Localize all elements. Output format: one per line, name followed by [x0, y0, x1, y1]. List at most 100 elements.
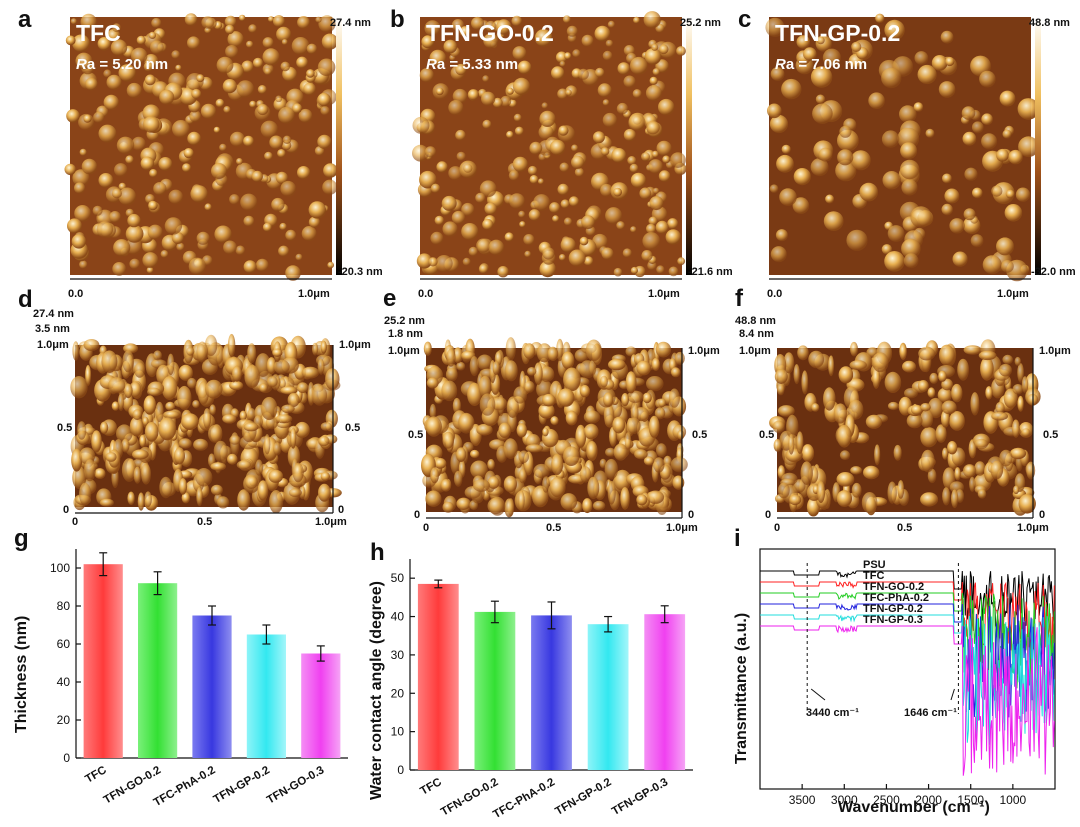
surface-bump	[536, 343, 553, 363]
afm-grain	[1017, 98, 1040, 120]
surface-bump	[487, 476, 500, 489]
afm-grain	[429, 49, 447, 67]
surface-bump	[627, 390, 644, 403]
afm-grain	[884, 251, 905, 272]
afm-grain	[448, 100, 464, 116]
afm-grain	[114, 163, 128, 177]
afm-grain	[611, 148, 627, 163]
surface-bump	[974, 461, 986, 476]
surface-bump	[999, 363, 1012, 377]
afm-grain	[251, 170, 263, 182]
surface-bump	[83, 339, 100, 351]
category-label: TFN-GP-0.3	[610, 776, 670, 818]
afm-grain	[151, 17, 162, 29]
surface-bump	[425, 416, 442, 437]
afm-grain	[482, 119, 492, 129]
afm-grains	[412, 11, 687, 278]
surface-bump	[318, 483, 331, 502]
afm-grain	[523, 234, 535, 246]
surface-bump	[542, 393, 556, 407]
afm-grain	[617, 62, 631, 75]
surface-bump	[255, 353, 271, 378]
afm-grain	[952, 251, 968, 267]
y-mid-label: 0.5	[408, 429, 423, 441]
afm-grain	[303, 82, 316, 96]
afm-grain	[643, 11, 661, 29]
surface-bump	[213, 440, 228, 463]
afm-grain	[630, 226, 637, 233]
afm-grain	[818, 147, 833, 162]
surface-bump	[646, 376, 664, 392]
afm-grain	[136, 35, 146, 45]
surface-bump	[884, 371, 902, 393]
plot-frame	[759, 548, 1056, 790]
afm-grain	[887, 225, 905, 242]
afm-grain	[475, 192, 486, 203]
surface-bump	[134, 362, 146, 378]
surface-bump	[491, 396, 508, 411]
series-label: TFN-GP-0.3	[863, 614, 923, 626]
surface-bump	[77, 421, 87, 440]
afm-grain	[949, 218, 965, 234]
colorbar-max: 25.2 nm	[680, 17, 721, 29]
afm-grain	[616, 221, 625, 230]
afm-grain	[583, 256, 594, 266]
z-mid-label: 3.5 nm	[35, 323, 70, 335]
x-tick-end: 1.0μm	[648, 288, 680, 300]
afm-grain	[143, 61, 154, 72]
afm-grain	[285, 229, 297, 241]
afm-grain	[765, 17, 785, 37]
afm-grain	[605, 207, 623, 225]
afm-grain	[246, 40, 254, 48]
afm-grain	[506, 130, 514, 139]
afm-grain	[512, 46, 527, 61]
afm-grain	[601, 247, 614, 260]
afm-grain	[298, 108, 313, 123]
afm-grain	[106, 29, 121, 43]
surface-bump	[196, 341, 208, 363]
afm-grain	[559, 162, 570, 173]
panel-letter: e	[383, 285, 396, 312]
roughness-value: Ra = 5.20 nm	[76, 56, 168, 73]
surface-bump	[1002, 354, 1013, 365]
afm-grain	[257, 103, 269, 116]
afm-grain	[552, 215, 560, 223]
surface-bump	[920, 403, 931, 412]
surface-bump	[565, 410, 578, 426]
afm-grain	[676, 46, 686, 56]
colorbar-min: -32.0 nm	[1031, 266, 1076, 278]
colorbar-min: -20.3 nm	[338, 266, 383, 278]
surface-bump	[904, 388, 918, 399]
afm-grain	[211, 163, 227, 179]
afm-grain	[467, 89, 479, 101]
afm-grain	[662, 155, 671, 164]
afm-grain	[236, 158, 243, 165]
afm-grain	[430, 231, 444, 245]
afm-2d-panel-c: c TFN-GP-0.2 Ra = 7.06 nm 48.8 nm -32.0 …	[738, 6, 1076, 300]
afm-grain	[421, 35, 435, 49]
afm-grain	[996, 237, 1014, 256]
afm-grain	[455, 63, 467, 76]
right-mid-label: 0.5	[1043, 429, 1058, 441]
surface-bump	[951, 383, 963, 403]
afm-grain	[176, 242, 185, 251]
afm-grain	[560, 199, 570, 209]
surface-bump	[954, 467, 961, 481]
x-tick-start: 0.0	[68, 288, 83, 300]
surface-bump	[836, 472, 855, 487]
surface-bump	[127, 491, 135, 505]
afm-grain	[243, 260, 257, 274]
surface-bump	[773, 439, 782, 452]
surface-bump	[655, 341, 672, 358]
y-tick-label: 80	[57, 599, 71, 613]
afm-grain	[455, 129, 466, 141]
afm-grain	[512, 77, 531, 95]
afm-grain	[632, 89, 642, 99]
afm-grain	[900, 142, 918, 160]
afm-grain	[127, 213, 141, 228]
surface-bump	[294, 421, 310, 438]
afm-grain	[910, 206, 932, 228]
afm-grain	[884, 19, 905, 41]
y-zero-label: 0	[765, 509, 771, 521]
y-tick-label: 0	[63, 751, 70, 765]
